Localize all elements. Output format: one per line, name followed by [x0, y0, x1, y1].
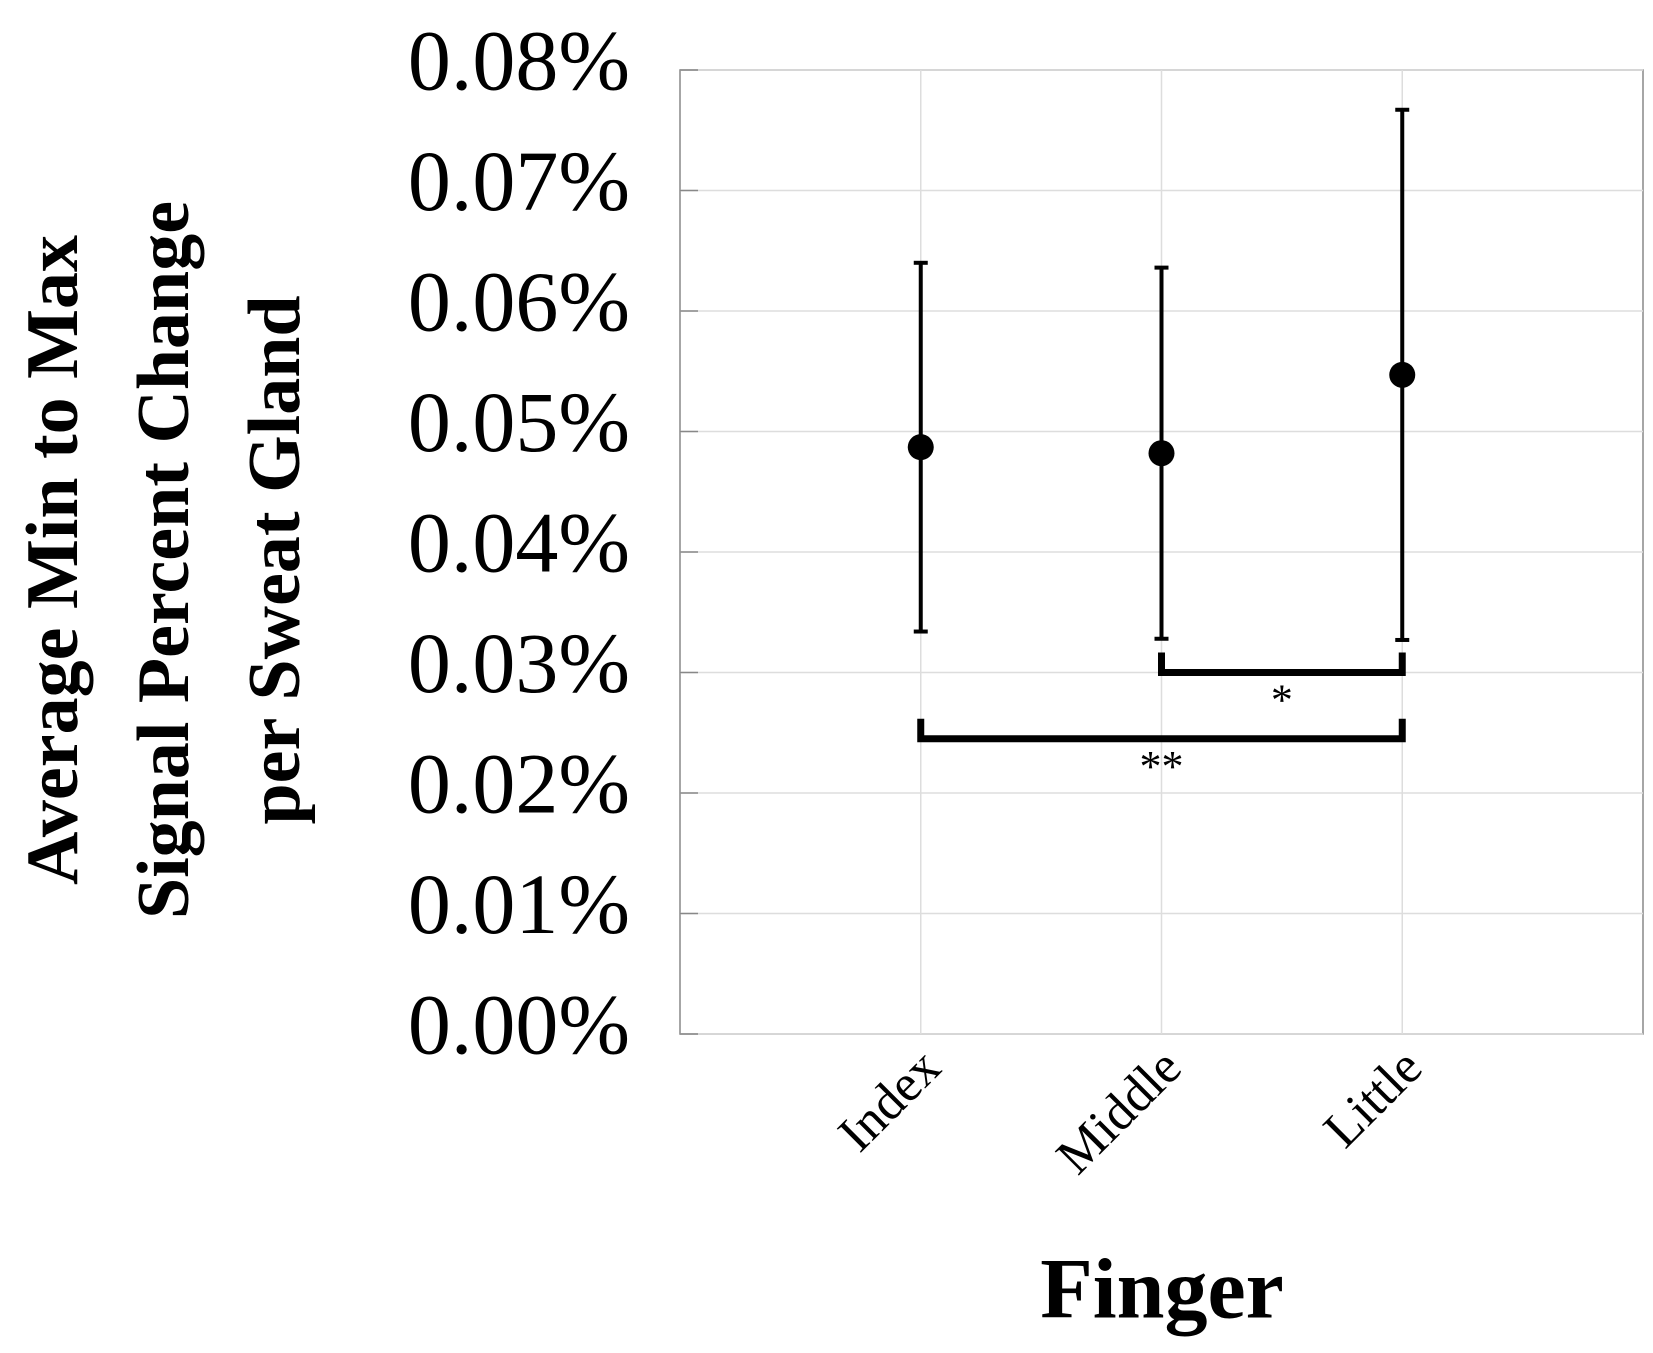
x-tick-label: Little — [1313, 1039, 1433, 1159]
y-axis-title: per Sweat Gland — [234, 295, 316, 824]
y-tick-label: 0.02% — [408, 736, 630, 832]
y-tick-label: 0.08% — [408, 13, 630, 109]
y-axis-title: Signal Percent Change — [123, 201, 205, 919]
significance-bracket — [1158, 652, 1406, 676]
y-tick-label: 0.06% — [408, 254, 630, 350]
y-tick-label: 0.05% — [408, 374, 630, 470]
point — [1389, 361, 1416, 388]
significance-label: ** — [1140, 742, 1184, 791]
x-axis-title: Finger — [1040, 1241, 1284, 1337]
y-axis-title: Average Min to Max — [12, 235, 94, 885]
y-tick-label: 0.01% — [408, 856, 630, 952]
y-tick-label: 0.07% — [408, 133, 630, 229]
point — [907, 434, 934, 461]
y-tick-label: 0.03% — [408, 615, 630, 711]
point — [1148, 440, 1175, 467]
x-tick-label: Index — [828, 1039, 952, 1163]
y-tick-label: 0.04% — [408, 495, 630, 591]
significance-label: * — [1271, 676, 1293, 725]
y-tick-label: 0.00% — [408, 977, 630, 1073]
significance-bracket — [917, 718, 1406, 743]
x-tick-label: Middle — [1046, 1039, 1193, 1186]
